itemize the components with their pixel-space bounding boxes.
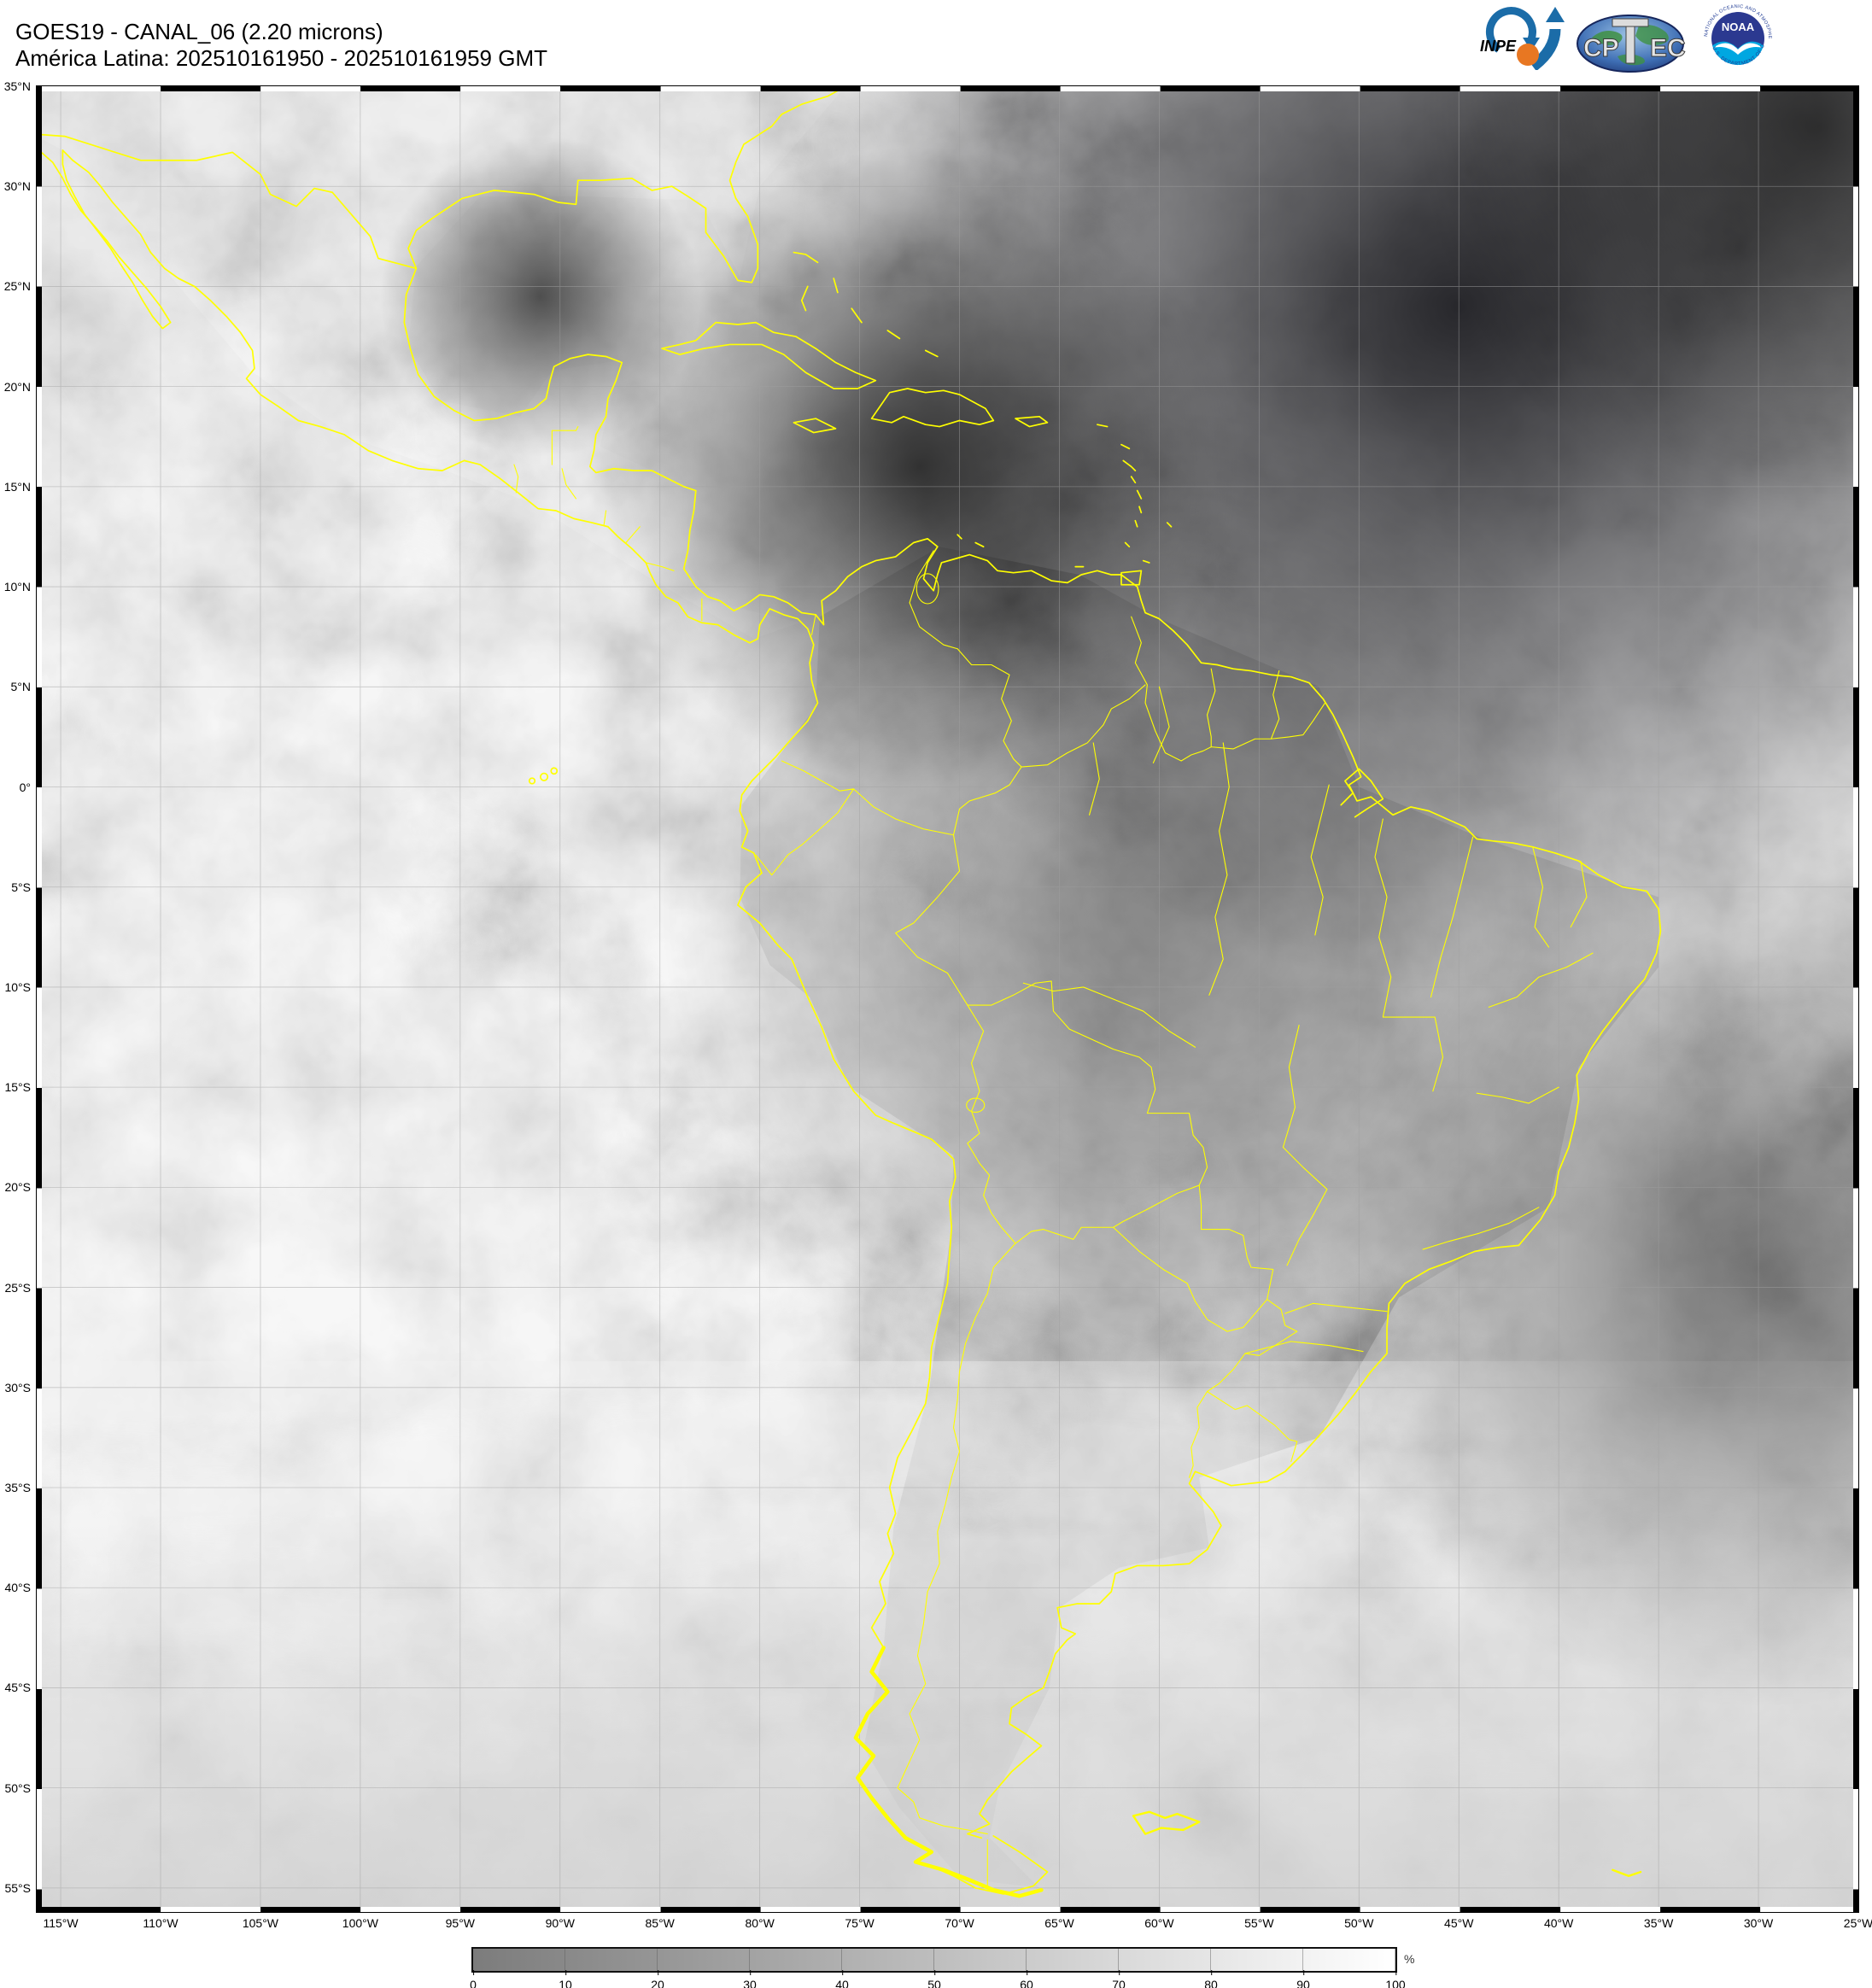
cptec-logo-icon: CP EC xyxy=(1577,15,1686,73)
lat-tick-label: 25°N xyxy=(3,279,31,294)
noaa-logo-icon: NOAA NATIONAL OCEANIC AND ATMOSPHERIC AD… xyxy=(1693,2,1774,74)
colorbar-unit: % xyxy=(1404,1952,1415,1966)
lon-tick-label: 90°W xyxy=(545,1916,575,1930)
south-georgia-coast xyxy=(1612,1870,1641,1876)
lat-tick-label: 5°N xyxy=(10,680,32,694)
colorbar-tick-label: 10 xyxy=(559,1970,572,1988)
lat-tick-label: 35°S xyxy=(4,1481,31,1494)
graticule-grid xyxy=(37,86,1858,1912)
header: GOES19 - CANAL_06 (2.20 microns) América… xyxy=(15,19,547,72)
map-frame-right xyxy=(1853,86,1858,1912)
lat-tick-label: 35°N xyxy=(3,79,31,93)
product-subtitle: América Latina: 202510161950 - 202510161… xyxy=(15,45,547,71)
lat-tick-label: 55°S xyxy=(4,1880,31,1895)
lon-tick-label: 50°W xyxy=(1344,1916,1374,1930)
colorbar-tick-label: 100 xyxy=(1385,1970,1406,1988)
svg-text:CP: CP xyxy=(1583,34,1619,62)
lake-maracaibo-outline xyxy=(916,574,939,604)
lat-tick-label: 5°S xyxy=(11,880,31,894)
central-america-borders xyxy=(514,427,816,635)
lat-tick-label: 50°S xyxy=(4,1780,31,1795)
lat-tick-label: 45°S xyxy=(4,1681,31,1695)
trinidad-coast xyxy=(1121,570,1141,584)
colorbar-tick-label: 50 xyxy=(927,1970,941,1988)
jamaica-coast xyxy=(793,418,835,432)
lat-tick-label: 0° xyxy=(19,780,31,794)
lon-tick-label: 35°W xyxy=(1643,1916,1674,1930)
hispaniola-coast xyxy=(872,389,994,427)
puerto-rico-coast xyxy=(1015,417,1047,427)
lesser-antilles-islands xyxy=(957,424,1171,566)
lon-tick-label: 40°W xyxy=(1543,1916,1574,1930)
svg-text:EC: EC xyxy=(1650,34,1686,62)
colorbar-tick-label: 60 xyxy=(1020,1970,1033,1988)
lon-tick-label: 105°W xyxy=(242,1916,279,1930)
svg-text:INPE: INPE xyxy=(1480,38,1517,55)
svg-text:NOAA: NOAA xyxy=(1722,20,1755,33)
lon-tick-label: 60°W xyxy=(1144,1916,1174,1930)
galapagos-island xyxy=(541,774,547,781)
lon-tick-label: 80°W xyxy=(745,1916,775,1930)
lat-tick-label: 10°S xyxy=(4,979,31,994)
colorbar-tick-label: 40 xyxy=(835,1970,849,1988)
lon-tick-label: 65°W xyxy=(1044,1916,1074,1930)
lon-tick-label: 115°W xyxy=(43,1916,79,1930)
lon-tick-label: 110°W xyxy=(143,1916,178,1930)
map-frame-bottom xyxy=(37,1907,1858,1912)
product-title: GOES19 - CANAL_06 (2.20 microns) xyxy=(15,19,383,44)
lon-tick-label: 45°W xyxy=(1444,1916,1474,1930)
coastline-overlay xyxy=(37,86,1660,1896)
colorbar-tick-label: 80 xyxy=(1204,1970,1218,1988)
galapagos-island xyxy=(551,768,557,774)
bahamas-islands xyxy=(793,253,937,357)
lon-tick-label: 85°W xyxy=(645,1916,675,1930)
colorbar-tick-label: 30 xyxy=(743,1970,757,1988)
lat-tick-label: 15°N xyxy=(3,479,31,494)
galapagos-island xyxy=(529,778,535,784)
lon-tick-label: 55°W xyxy=(1244,1916,1274,1930)
south-america-atlantic-coast xyxy=(816,539,1660,1838)
lon-tick-label: 70°W xyxy=(945,1916,974,1930)
amazon-mouth-islands xyxy=(1341,769,1383,816)
colorbar-tick-label: 70 xyxy=(1112,1970,1126,1988)
us-coast-mexico-border xyxy=(37,86,845,283)
reflectance-colorbar: % 0 10 20 30 40 50 60 70 80 90 100 xyxy=(470,1947,1414,1988)
lon-tick-label: 75°W xyxy=(845,1916,875,1930)
brazil-state-borders xyxy=(1023,687,1593,1354)
lat-tick-label: 30°S xyxy=(4,1380,31,1395)
map-frame-top xyxy=(37,86,1858,91)
lat-tick-label: 25°S xyxy=(4,1280,31,1295)
cuba-coast xyxy=(662,323,875,389)
colorbar-tick-label: 20 xyxy=(651,1970,664,1988)
lake-titicaca-outline xyxy=(967,1098,985,1112)
lat-tick-label: 30°N xyxy=(3,179,31,194)
lon-tick-label: 100°W xyxy=(342,1916,378,1930)
map-frame-left xyxy=(37,86,42,1912)
lat-tick-label: 40°S xyxy=(4,1581,31,1595)
gulf-caribbean-coast xyxy=(404,268,816,615)
south-america-country-borders xyxy=(756,551,1325,1888)
lon-tick-label: 25°W xyxy=(1843,1916,1872,1930)
colorbar-tick-label: 90 xyxy=(1296,1970,1310,1988)
tierra-del-fuego-coast xyxy=(935,1836,1047,1894)
lat-tick-label: 10°N xyxy=(3,580,31,594)
colorbar-tick-label: 0 xyxy=(470,1970,477,1988)
lat-tick-label: 20°N xyxy=(3,379,31,394)
patagonia-fjords-coast xyxy=(856,1648,1042,1897)
baja-california-coast xyxy=(37,149,171,329)
pacific-coast xyxy=(62,150,955,1648)
lon-tick-label: 95°W xyxy=(445,1916,476,1930)
lon-tick-label: 30°W xyxy=(1743,1916,1774,1930)
falkland-islands-coast xyxy=(1133,1812,1199,1834)
satellite-map-image: 35°N 30°N 25°N 20°N 15°N 10°N 5°N 0° 5°S… xyxy=(4,79,1872,1930)
lat-tick-label: 20°S xyxy=(4,1180,31,1195)
lat-tick-label: 15°S xyxy=(4,1080,31,1095)
satellite-raster xyxy=(37,86,1858,1912)
inpe-logo-icon: INPE xyxy=(1480,7,1565,70)
